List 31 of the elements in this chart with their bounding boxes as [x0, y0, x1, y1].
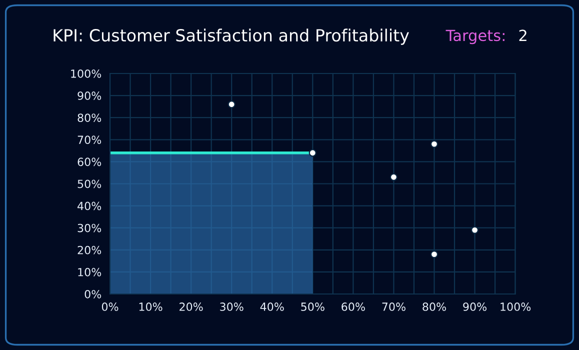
y-tick-label: 30% — [78, 224, 102, 232]
y-tick-label: 20% — [78, 246, 102, 254]
point — [470, 226, 479, 234]
x-tick-label: 10% — [139, 302, 162, 311]
point — [228, 100, 236, 108]
y-tick-label: 100% — [71, 69, 102, 78]
x-tick-label: 30% — [220, 302, 244, 311]
x-tick-label: 20% — [180, 302, 203, 311]
point — [308, 149, 316, 157]
text: 2 — [519, 30, 526, 41]
x-tick-label: 90% — [463, 302, 487, 311]
y-tick-label: 0% — [84, 290, 102, 298]
x-tick-label: 0% — [102, 302, 118, 311]
x-tick-label: 40% — [260, 302, 284, 311]
x-tick-label: 60% — [342, 302, 365, 311]
point — [390, 173, 398, 181]
x-tick-label: 100% — [500, 302, 531, 311]
y-tick-label: 50% — [78, 180, 102, 188]
x-tick-label: 50% — [301, 302, 324, 311]
y-tick-label: 70% — [78, 136, 102, 144]
y-tick-label: 10% — [78, 268, 102, 276]
chart-title: KPI: Customer Satisfaction and Profitability — [54, 28, 409, 45]
point — [430, 250, 438, 258]
x-tick-label: 80% — [422, 302, 446, 311]
point — [430, 140, 438, 148]
y-tick-label: 40% — [78, 202, 102, 210]
text: Targets: — [446, 30, 504, 44]
y-tick-label: 80% — [78, 114, 102, 122]
y-tick-label: 90% — [78, 92, 102, 100]
y-tick-label: 60% — [78, 158, 102, 166]
x-tick-label: 70% — [382, 302, 406, 311]
